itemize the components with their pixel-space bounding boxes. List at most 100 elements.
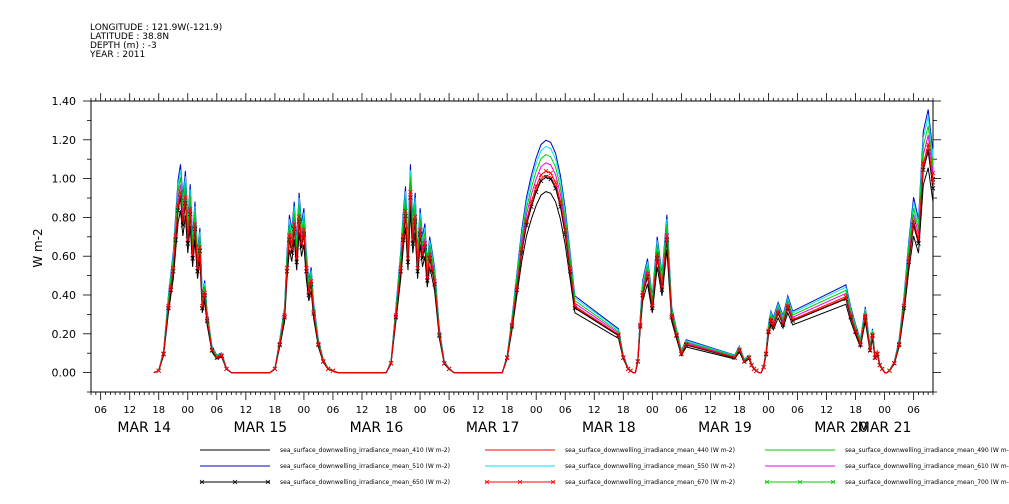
legend: sea_surface_downwelling_irradiance_mean_… (199, 447, 1009, 486)
x-tick-label: 06 (210, 405, 223, 416)
x-tick-label: 12 (588, 405, 601, 416)
series-marker (277, 341, 283, 347)
series-marker (417, 227, 423, 233)
y-tick-label: 0.60 (52, 250, 77, 263)
series-marker (616, 332, 621, 337)
series-marker (679, 351, 684, 356)
series-marker (930, 186, 936, 191)
series-marker (887, 368, 892, 373)
series-marker (437, 332, 442, 337)
series-marker (183, 195, 188, 200)
series-marker (296, 214, 302, 219)
plot-frame (90, 100, 934, 393)
series-marker (200, 303, 205, 309)
x-tick-label: 18 (152, 405, 165, 416)
series-marker (185, 241, 191, 246)
series-marker (628, 368, 633, 373)
series-marker (325, 366, 331, 372)
series-marker (311, 309, 316, 315)
series-marker (200, 305, 205, 311)
y-tick-labels: 0.00 0.20 0.40 0.60 0.80 1.00 1.20 1.40 (52, 95, 77, 380)
legend-label: sea_surface_downwelling_irradiance_mean_… (845, 479, 1009, 486)
series-marker (916, 237, 921, 242)
series-marker (168, 284, 174, 290)
axis-ticks (83, 93, 941, 400)
series-marker (432, 279, 437, 284)
x-tick-label: 00 (414, 405, 427, 416)
series-marker (867, 347, 873, 353)
series-marker (175, 203, 181, 208)
series-marker (170, 265, 176, 271)
x-day-label: MAR 15 (234, 420, 288, 436)
x-tick-label: 18 (849, 405, 862, 416)
series-marker (879, 366, 885, 372)
series-marker (635, 358, 641, 364)
x-tick-label: 06 (791, 405, 804, 416)
series-marker (282, 313, 287, 318)
series-marker (190, 256, 195, 261)
series-marker (173, 233, 178, 238)
x-tick-label: 12 (820, 405, 833, 416)
x-tick-label: 12 (472, 405, 485, 416)
series-marker (683, 341, 689, 347)
header-line: LONGITUDE : 121.9W(-121.9) (90, 23, 222, 33)
series-marker (289, 246, 295, 252)
y-tick-label: 0.20 (52, 328, 77, 341)
x-tick-label: 00 (181, 405, 194, 416)
header-line: LATITUDE : 38.8N (90, 32, 169, 42)
x-tick-label: 00 (646, 405, 659, 416)
series-marker (538, 178, 544, 184)
series-marker (299, 241, 304, 246)
x-day-label: MAR 16 (350, 420, 404, 436)
legend-label: sea_surface_downwelling_irradiance_mean_… (845, 463, 1009, 470)
series-marker (538, 172, 544, 178)
legend-marker (830, 479, 836, 485)
x-tick-label: 12 (704, 405, 717, 416)
series-marker (780, 322, 786, 327)
series-marker (567, 265, 573, 271)
y-tick-label: 1.20 (52, 134, 77, 147)
series-marker (771, 324, 776, 329)
series-marker (161, 351, 166, 356)
series-marker (180, 218, 186, 223)
legend-marker (517, 479, 523, 485)
series-marker (509, 322, 515, 328)
series-marker (761, 364, 766, 370)
series-marker (408, 189, 413, 195)
series-marker (316, 341, 321, 347)
series-marker (224, 366, 229, 372)
series-marker (775, 309, 781, 315)
series-marker (429, 265, 435, 271)
series-marker (192, 222, 198, 227)
x-tick-label: 18 (733, 405, 746, 416)
header-info: LONGITUDE : 121.9W(-121.9)LATITUDE : 38.… (89, 23, 222, 60)
series-marker (877, 362, 883, 368)
x-tick-label: 18 (269, 405, 282, 416)
series-marker (621, 355, 626, 360)
series-marker (533, 183, 539, 189)
series-line (153, 125, 934, 374)
series-marker (410, 241, 416, 246)
series-marker (287, 233, 292, 238)
series-marker (410, 237, 416, 242)
series-marker (901, 303, 907, 309)
series-marker (732, 355, 737, 360)
series-marker (197, 244, 203, 250)
series-marker (659, 284, 665, 290)
x-day-label: MAR 14 (117, 420, 171, 436)
series-marker (548, 170, 553, 176)
series-marker (190, 252, 195, 258)
series-marker (558, 199, 563, 204)
series-marker (195, 265, 200, 271)
series-marker (872, 355, 878, 360)
x-day-label: MAR 20 (814, 420, 868, 436)
series-marker (780, 320, 786, 326)
series-marker (301, 227, 307, 233)
series-lines (153, 109, 936, 374)
series-marker (853, 328, 858, 334)
series-marker (562, 227, 568, 233)
legend-marker (484, 479, 490, 485)
series-marker (185, 237, 191, 242)
series-marker (862, 313, 868, 318)
series-marker (543, 174, 549, 180)
